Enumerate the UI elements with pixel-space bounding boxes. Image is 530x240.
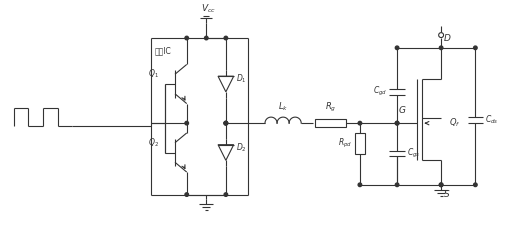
Circle shape [358, 183, 361, 186]
Bar [315, 119, 346, 127]
Text: $R_{pd}$: $R_{pd}$ [338, 137, 352, 150]
Circle shape [224, 193, 227, 196]
Circle shape [205, 36, 208, 40]
Text: $R_g$: $R_g$ [325, 101, 336, 114]
Circle shape [439, 183, 443, 186]
Circle shape [395, 183, 399, 186]
Text: 驱动IC: 驱动IC [154, 46, 171, 55]
Text: $Q_f$: $Q_f$ [449, 117, 461, 129]
Circle shape [395, 46, 399, 50]
Text: S: S [444, 190, 450, 199]
Circle shape [185, 36, 189, 40]
Text: G: G [399, 106, 406, 115]
Text: $C_{ds}$: $C_{ds}$ [485, 114, 499, 126]
Circle shape [358, 121, 361, 125]
Circle shape [224, 121, 227, 125]
Text: $Q_1$: $Q_1$ [148, 68, 160, 80]
Circle shape [224, 36, 227, 40]
Text: D: D [444, 34, 451, 43]
Circle shape [439, 183, 443, 186]
Circle shape [224, 121, 227, 125]
Text: $L_k$: $L_k$ [278, 101, 288, 113]
Circle shape [185, 193, 189, 196]
Bar [355, 133, 365, 155]
Circle shape [224, 121, 227, 125]
Circle shape [395, 121, 399, 125]
Text: $Q_2$: $Q_2$ [148, 137, 160, 149]
Circle shape [395, 121, 399, 125]
Circle shape [185, 121, 189, 125]
Text: $D_2$: $D_2$ [236, 141, 246, 154]
Text: $C_{gd}$: $C_{gd}$ [373, 85, 387, 98]
Circle shape [474, 183, 477, 186]
Text: $D_1$: $D_1$ [236, 73, 246, 85]
Text: $C_{gs}$: $C_{gs}$ [407, 147, 420, 160]
Circle shape [474, 46, 477, 50]
Text: $V_{cc}$: $V_{cc}$ [201, 2, 216, 15]
Circle shape [439, 46, 443, 50]
